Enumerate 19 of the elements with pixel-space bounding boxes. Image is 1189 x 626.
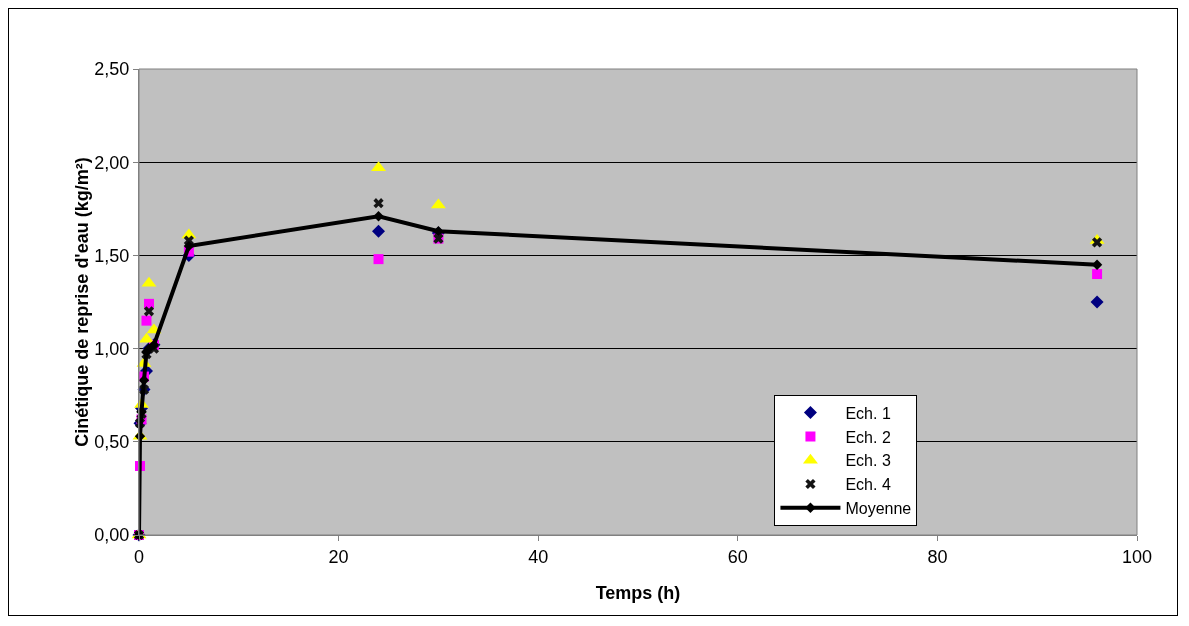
y-axis-title: Cinétique de reprise d'eau (kg/m²): [72, 157, 93, 447]
legend-label: Ech. 1: [845, 404, 891, 422]
y-tick-label: 2,50: [94, 59, 130, 80]
y-tick-label: 0,00: [94, 525, 130, 546]
x-tick-label: 100: [1121, 546, 1153, 567]
x-axis-title: Temps (h): [595, 583, 681, 603]
legend-label: Ech. 2: [845, 428, 891, 446]
y-tick-label: 1,00: [94, 338, 130, 359]
y-tick-label: 1,50: [94, 245, 130, 266]
x-tick-label: 40: [528, 546, 549, 567]
x-tick-label: 60: [727, 546, 748, 567]
x-tick-label: 0: [133, 546, 145, 567]
y-tick-label: 0,50: [94, 432, 130, 453]
legend-label: Moyenne: [845, 500, 912, 518]
legend-label: Ech. 4: [845, 476, 891, 494]
y-tick-label: 2,00: [94, 152, 130, 173]
x-tick-label: 80: [927, 546, 948, 567]
x-tick-label: 20: [328, 546, 349, 567]
legend-label: Ech. 3: [845, 452, 891, 470]
